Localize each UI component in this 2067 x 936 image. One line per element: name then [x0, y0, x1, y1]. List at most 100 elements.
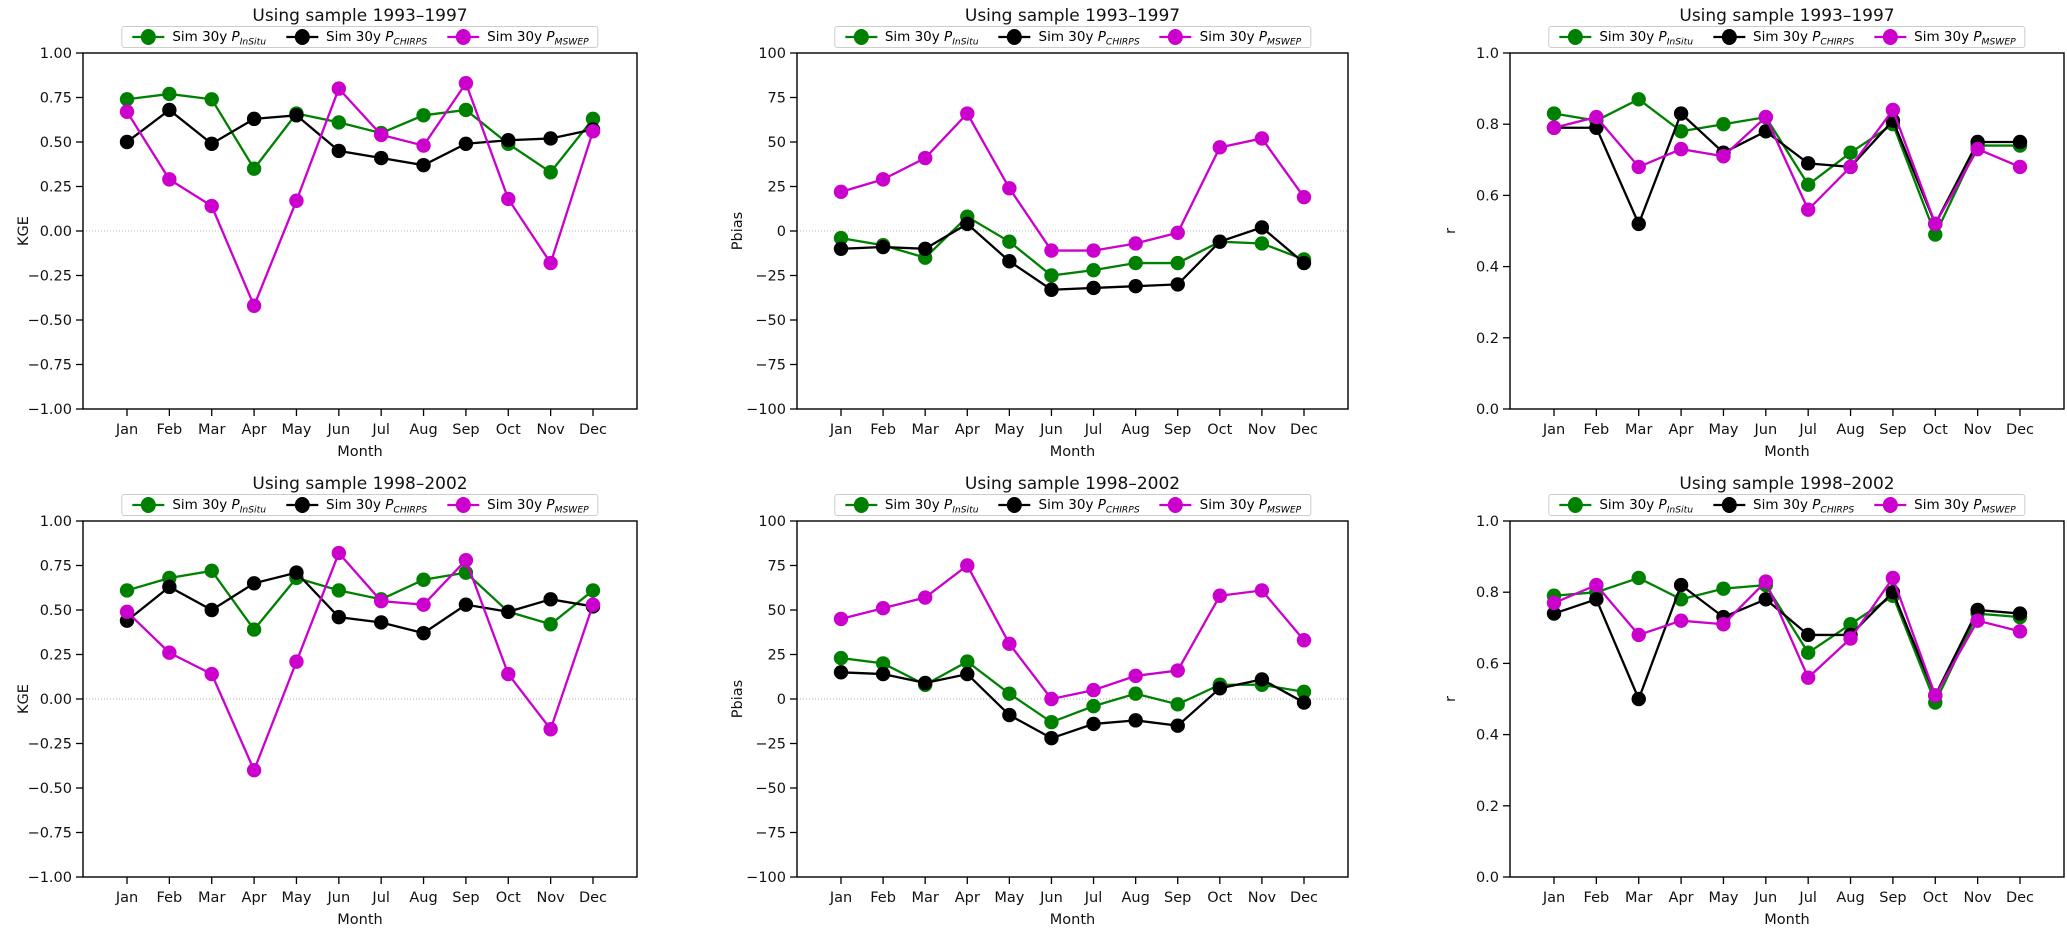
data-point-mswep-may	[1716, 617, 1731, 632]
legend-entry-insitu: Sim 30y PInSitu	[844, 28, 979, 47]
y-axis-label: KGE	[16, 216, 32, 246]
x-tick-label: Apr	[242, 422, 267, 438]
y-tick-label: 100	[758, 46, 786, 62]
data-point-insitu-mar	[204, 563, 219, 579]
data-point-chirps-apr	[960, 216, 975, 232]
data-point-mswep-apr	[1673, 141, 1689, 157]
data-point-mswep-jun	[1758, 109, 1774, 125]
data-point-mswep-apr	[960, 106, 975, 121]
series-line-insitu	[1553, 97, 2020, 238]
data-point-chirps-jan	[119, 134, 135, 150]
y-tick-label: 1.00	[40, 514, 72, 530]
y-tick-label: 0.25	[40, 648, 72, 664]
legend-kge-1998-2002: Sim 30y PInSitu Sim 30y PCHIRPS Sim 30y PM…	[121, 494, 599, 516]
data-point-chirps-sep	[458, 136, 474, 151]
data-point-chirps-oct	[501, 604, 516, 619]
legend-entry-chirps: Sim 30y PCHIRPS	[1712, 28, 1854, 47]
y-tick-label: 0	[777, 692, 786, 708]
x-tick-label: Aug	[409, 422, 437, 438]
x-tick-label: Jan	[1542, 890, 1565, 906]
x-tick-label: Apr	[955, 890, 980, 906]
data-point-chirps-jan	[833, 665, 849, 680]
data-point-insitu-aug	[1843, 145, 1858, 160]
plot-frame	[796, 52, 1349, 410]
y-tick-label: 75	[768, 559, 786, 575]
data-point-chirps-aug	[1128, 713, 1143, 728]
x-tick-label: Jun	[326, 890, 350, 906]
x-tick-label: Jun	[1753, 422, 1777, 438]
x-tick-label: Mar	[912, 422, 939, 438]
legend-entry-chirps: Sim 30y PCHIRPS	[1712, 496, 1854, 515]
data-point-chirps-mar	[204, 602, 219, 618]
legend-entry-mswep: Sim 30y PMSWEP	[446, 28, 589, 47]
x-axis-label: Month	[337, 912, 382, 928]
legend-label: Sim 30y PMSWEP	[1199, 497, 1302, 516]
data-point-insitu-jun	[1044, 714, 1059, 730]
y-tick-label: 0.6	[1476, 656, 1499, 672]
x-tick-label: Jul	[1084, 890, 1103, 906]
y-axis-label: Pbias	[730, 680, 746, 718]
data-point-mswep-jun	[1758, 574, 1774, 589]
data-point-chirps-dec	[2012, 134, 2028, 150]
y-tick-label: −0.25	[28, 269, 72, 285]
data-point-chirps-jul	[1086, 716, 1101, 732]
legend-marker-icon	[447, 29, 480, 45]
x-tick-label: Aug	[409, 890, 437, 906]
series-line-mswep	[126, 80, 595, 309]
series-line-chirps	[840, 222, 1305, 291]
data-point-insitu-jan	[119, 583, 135, 598]
data-point-mswep-feb	[162, 645, 177, 660]
data-point-chirps-nov	[1970, 602, 1985, 618]
legend-entry-chirps: Sim 30y PCHIRPS	[998, 496, 1140, 515]
data-point-mswep-sep	[458, 552, 474, 568]
y-tick-label: −1.00	[28, 870, 72, 886]
plot-frame	[82, 520, 638, 878]
y-tick-label: −0.50	[28, 781, 72, 797]
data-point-chirps-mar	[917, 241, 933, 256]
legend-marker-icon	[1559, 29, 1592, 45]
y-tick-label: 0.2	[1476, 799, 1499, 815]
data-point-insitu-apr	[246, 161, 262, 176]
data-point-chirps-mar	[917, 675, 933, 691]
y-tick-label: −75	[755, 358, 786, 374]
legend-label: Sim 30y PCHIRPS	[1038, 29, 1140, 48]
y-tick-label: −0.75	[28, 358, 72, 374]
data-point-insitu-jul	[1800, 177, 1816, 192]
x-tick-label: Dec	[1290, 422, 1318, 438]
legend-pbias-1993-1997: Sim 30y PInSitu Sim 30y PCHIRPS Sim 30y PM…	[833, 26, 1312, 48]
legend-label: Sim 30y PMSWEP	[1914, 497, 2016, 516]
data-point-chirps-jul	[373, 615, 389, 630]
x-tick-label: Nov	[1248, 422, 1277, 438]
y-tick-label: 50	[768, 603, 786, 619]
data-point-mswep-apr	[1673, 613, 1689, 628]
x-tick-label: Aug	[1121, 422, 1149, 438]
x-tick-label: Mar	[912, 890, 939, 906]
data-point-mswep-aug	[1843, 631, 1858, 646]
data-point-chirps-jan	[833, 241, 849, 256]
data-point-mswep-sep	[458, 76, 474, 91]
y-tick-label: 75	[768, 91, 786, 107]
chart-title: Using sample 1998–2002	[1679, 474, 1894, 494]
panel-kge-1993-1997: Using sample 1993–1997 1.00 0.75 0.50 0.25 0.…	[0, 0, 689, 468]
data-point-insitu-feb	[875, 656, 891, 671]
y-tick-label: −100	[746, 870, 786, 886]
y-tick-label: 1.00	[40, 46, 72, 62]
x-tick-label: Feb	[1584, 890, 1610, 906]
x-tick-label: Nov	[1963, 890, 1992, 906]
x-tick-label: Feb	[870, 422, 896, 438]
data-point-chirps-jun	[1044, 730, 1059, 746]
series-line-mswep	[126, 550, 595, 774]
panel-pbias-1998-2002: Using sample 1998–2002 100 75 50 25 0 −25 −50 −7…	[689, 468, 1378, 936]
series-line-insitu	[840, 656, 1305, 724]
legend-marker-icon	[1713, 29, 1746, 45]
legend-marker-icon	[286, 29, 319, 45]
data-point-chirps-apr	[1673, 577, 1689, 593]
legend-marker-icon	[998, 29, 1031, 45]
data-point-mswep-oct	[1928, 688, 1943, 703]
x-tick-label: Jan	[829, 422, 852, 438]
chart-svg-r-1993-1997: Using sample 1993–1997 1.0 0.8 0.6 0.4 0.2 0.0…	[1443, 6, 2065, 460]
x-tick-label: Sep	[452, 890, 479, 906]
data-point-insitu-jul	[1800, 645, 1816, 660]
data-point-mswep-aug	[1128, 236, 1143, 251]
y-tick-label: −75	[755, 826, 786, 842]
